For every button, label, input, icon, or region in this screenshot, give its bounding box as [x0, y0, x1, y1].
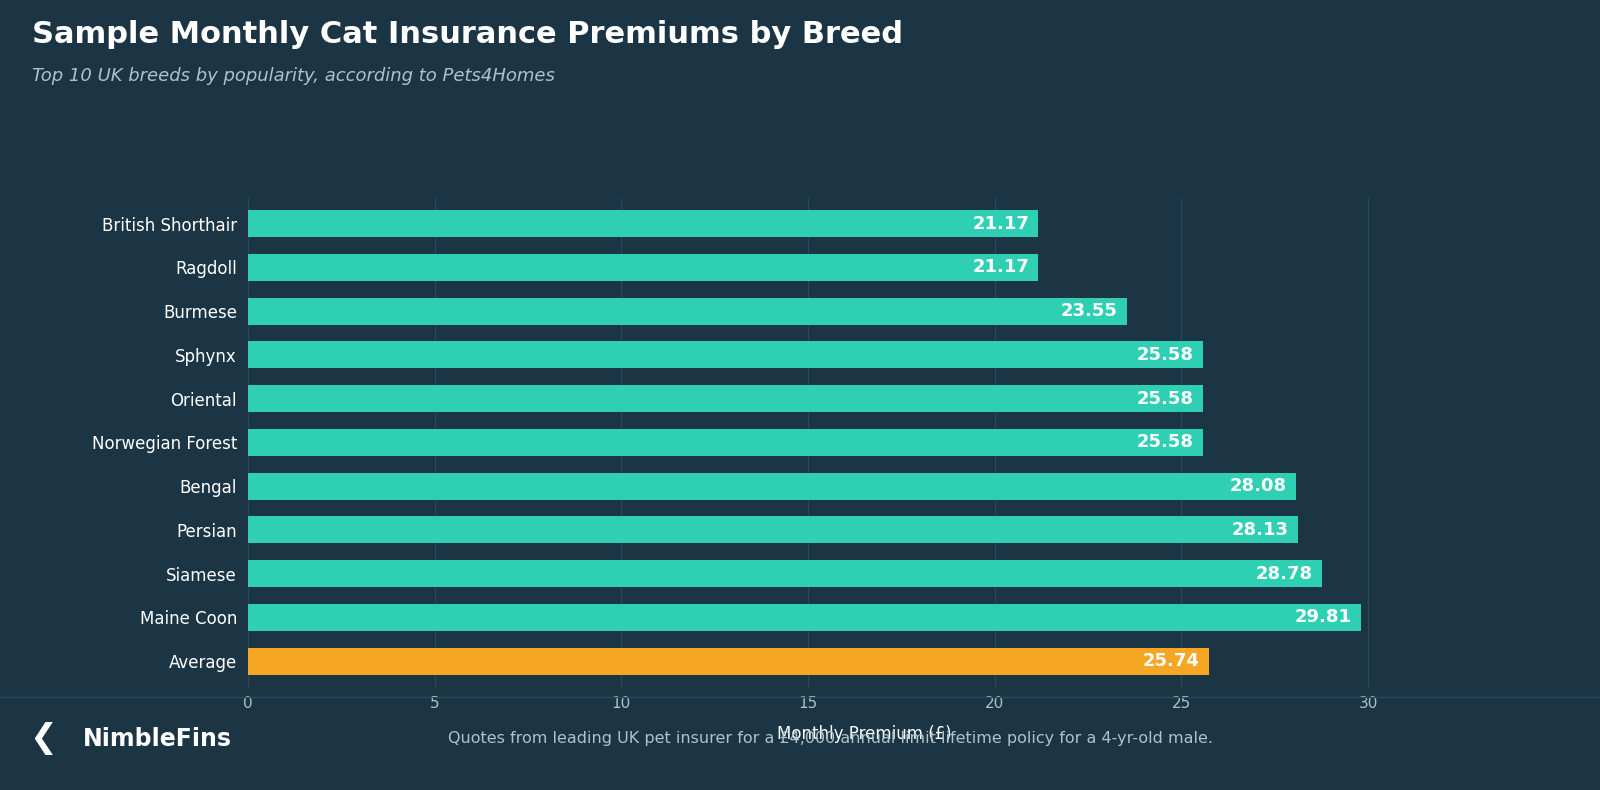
Text: 28.08: 28.08: [1230, 477, 1286, 495]
Text: 25.58: 25.58: [1136, 434, 1194, 451]
Text: 25.74: 25.74: [1142, 652, 1200, 670]
Text: Quotes from leading UK pet insurer for a £4,000 annual limit lifetime policy for: Quotes from leading UK pet insurer for a…: [448, 732, 1213, 746]
Text: Top 10 UK breeds by popularity, according to Pets4Homes: Top 10 UK breeds by popularity, accordin…: [32, 67, 555, 85]
Bar: [248, 517, 1298, 544]
Text: Sample Monthly Cat Insurance Premiums by Breed: Sample Monthly Cat Insurance Premiums by…: [32, 20, 902, 49]
Bar: [248, 429, 1203, 456]
Bar: [248, 472, 1296, 500]
Bar: [248, 254, 1038, 281]
Bar: [248, 604, 1362, 631]
Bar: [248, 648, 1210, 675]
Text: 21.17: 21.17: [973, 258, 1029, 276]
Text: 25.58: 25.58: [1136, 389, 1194, 408]
X-axis label: Monthly Premium (£): Monthly Premium (£): [776, 724, 952, 743]
Bar: [248, 385, 1203, 412]
Bar: [248, 298, 1126, 325]
Bar: [248, 560, 1323, 587]
Bar: [248, 341, 1203, 368]
Text: 29.81: 29.81: [1294, 608, 1352, 626]
Text: 28.13: 28.13: [1232, 521, 1290, 539]
Text: 28.78: 28.78: [1256, 565, 1314, 582]
Text: 21.17: 21.17: [973, 215, 1029, 233]
Text: 25.58: 25.58: [1136, 346, 1194, 364]
Text: ❮: ❮: [29, 722, 58, 755]
Bar: [248, 210, 1038, 237]
Text: 23.55: 23.55: [1061, 303, 1118, 320]
Text: NimbleFins: NimbleFins: [83, 727, 232, 750]
